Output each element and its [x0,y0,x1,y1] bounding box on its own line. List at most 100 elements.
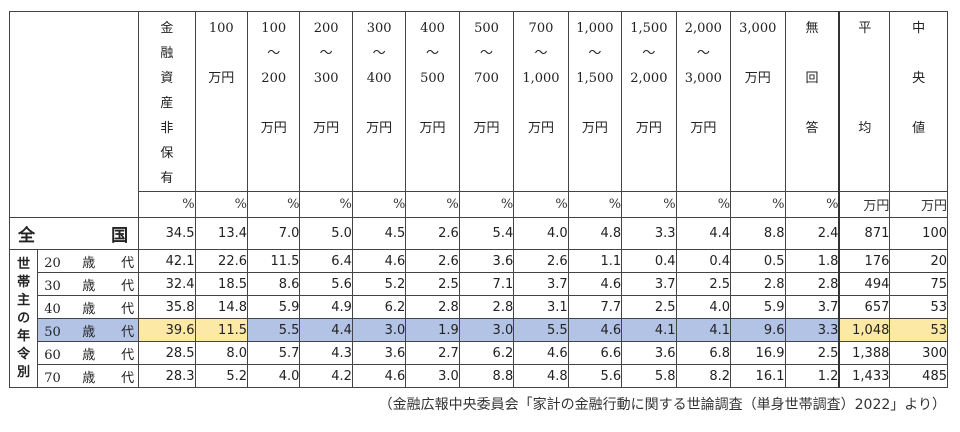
column-header: 中 央 値 [889,11,948,192]
table-row: 60 歳代 28.5 8.0 5.7 4.3 3.6 2.7 6.2 4.6 6.6 3.6 6.8 16… [10,341,948,365]
table-cell: 20 [889,249,948,273]
unit-cell: % [567,191,623,218]
source-caption: （金融広報中央委員会「家計の金融行動に関する世論調査（単身世帯調査）2022」よ… [378,397,946,413]
table-cell: 4.1 [621,318,677,342]
header-row: 金 融 資 産 非 保 有 100 万円 100 〜 200 万円 200 〜 300… [8,11,948,192]
unit-cell: % [730,191,786,218]
national-value: 34.5 [138,217,196,250]
table-cell: 3.6 [351,341,407,365]
table-row: 世帯主の年令別 20 歳代 42.1 22.6 11.5 6.4 4.6 2.6 3.6 2.6 1.… [8,249,948,388]
unit-cell: % [458,191,515,218]
table-cell: 6.2 [351,295,407,319]
side-label-char: 帯 [17,274,31,290]
table-cell: 28.5 [138,341,196,365]
age-suffix: 代 [121,324,135,340]
unit-cell: % [513,191,569,218]
column-header: 金 融 資 産 非 保 有 [138,11,196,192]
table-cell: 0.5 [730,249,786,273]
unit-cell: % [621,191,677,218]
table-cell: 5.6 [299,272,353,296]
national-value: 2.4 [784,217,840,250]
table-cell: 3.6 [458,249,515,273]
side-label-char: 世 [17,256,31,272]
national-value: 13.4 [194,217,249,250]
column-header: 3,000 万円 [730,11,786,192]
table-cell: 0.4 [675,249,732,273]
unit-cell: 万円 [838,191,891,218]
table-cell: 1.2 [784,364,840,388]
table-cell: 4.1 [675,318,732,342]
table-cell: 3.0 [458,318,515,342]
table-cell: 42.1 [138,249,196,273]
table-cell: 35.8 [138,295,196,319]
table-cell: 657 [838,295,891,319]
age-suffix: 歳 [82,301,96,317]
table-cell: 9.6 [730,318,786,342]
age-value: 60 [44,347,61,363]
table-cell: 11.5 [194,318,249,342]
unit-cell: % [138,191,196,218]
table-cell: 485 [889,364,948,388]
table-cell: 4.6 [351,249,407,273]
age-label: 60 歳 代 [37,341,140,365]
column-header: 100 万円 [194,11,249,192]
table-cell: 75 [889,272,948,296]
age-suffix: 歳 [82,255,96,271]
age-label: 40 歳 代 [37,295,140,319]
age-value: 30 [44,278,61,294]
unit-cell: % [405,191,460,218]
table-cell: 1,388 [838,341,891,365]
table-cell: 4.4 [299,318,353,342]
table-cell: 4.3 [299,341,353,365]
age-suffix: 代 [121,255,135,271]
column-header: 400 〜 500 万円 [405,11,460,192]
table-cell: 1,048 [838,318,891,342]
unit-cell: % [194,191,249,218]
side-label-char: 別 [17,364,31,380]
age-value: 40 [44,301,61,317]
table-cell: 11.5 [246,249,301,273]
national-label: 全国 [8,217,140,250]
table-cell: 6.6 [567,341,623,365]
table-cell: 3.7 [621,272,677,296]
table-cell: 4.6 [567,272,623,296]
table-cell: 1,433 [838,364,891,388]
table-cell: 300 [889,341,948,365]
table-cell: 2.5 [621,295,677,319]
table-cell: 53 [889,318,948,342]
age-label: 50 歳 代 [37,318,140,342]
table-cell: 3.1 [513,295,569,319]
table-cell: 5.2 [351,272,407,296]
table-cell: 3.6 [621,341,677,365]
age-suffix: 歳 [82,324,96,340]
table-cell: 2.6 [405,249,460,273]
table-cell: 1.9 [405,318,460,342]
column-header: 300 〜 400 万円 [351,11,407,192]
table-cell: 16.1 [730,364,786,388]
age-label: 70 歳 代 [37,364,140,388]
table-cell: 4.0 [246,364,301,388]
table-cell: 2.8 [784,272,840,296]
table-cell: 4.6 [567,318,623,342]
table-cell: 28.3 [138,364,196,388]
column-header: 700 〜 1,000 万円 [513,11,569,192]
side-label: 世帯主の年令別 [8,249,39,388]
table-cell: 6.8 [675,341,732,365]
unit-cell: % [299,191,353,218]
table-cell: 6.2 [458,341,515,365]
table-cell: 3.7 [513,272,569,296]
age-suffix: 代 [121,301,135,317]
age-suffix: 代 [121,370,135,386]
table-cell: 16.9 [730,341,786,365]
table-cell: 2.8 [405,295,460,319]
age-suffix: 歳 [82,370,96,386]
table-cell: 32.4 [138,272,196,296]
national-value: 5.0 [299,217,353,250]
table-cell: 53 [889,295,948,319]
table-cell: 1.1 [567,249,623,273]
table-cell: 176 [838,249,891,273]
table-row: 70 歳 代 28.3 5.2 4.0 4.2 4.6 3.0 8.8 4.8 5.6 5.8 8.2 16… [10,364,948,388]
corner-cell [8,11,140,192]
table-cell: 1.8 [784,249,840,273]
national-value: 5.4 [458,217,515,250]
